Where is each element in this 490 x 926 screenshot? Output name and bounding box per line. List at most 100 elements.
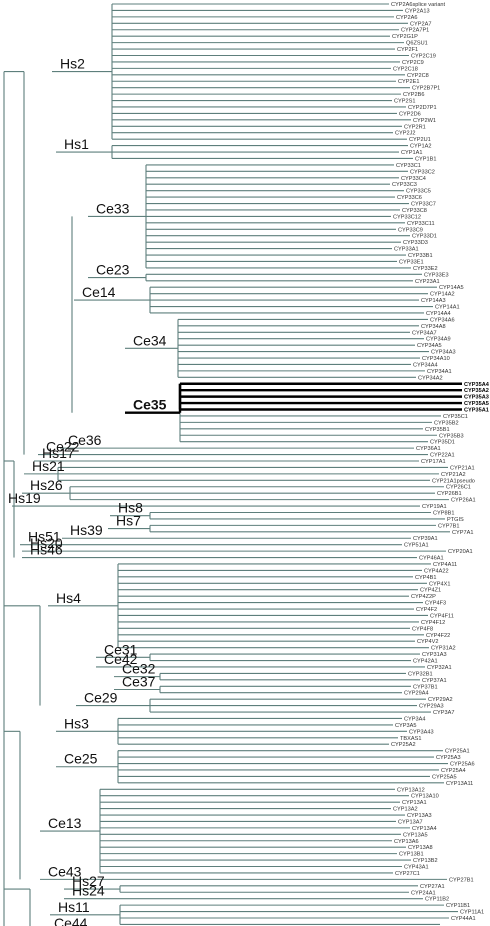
leaf-label: CYP51A1 — [404, 543, 429, 549]
leaf-label: CYP2U1 — [409, 137, 431, 143]
leaf-label: CYP33D3 — [403, 240, 428, 246]
leaf-label: CYP4F12 — [421, 620, 445, 626]
leaf-label: CYP11B1 — [446, 903, 470, 909]
leaf-label: CYP26A1 — [451, 498, 476, 504]
leaf-label: CYP33E2 — [413, 266, 438, 272]
leaf-label: CYP33C3 — [392, 182, 417, 188]
leaf-label: CYP2A7 — [410, 21, 431, 27]
leaf-label: CYP39A1 — [413, 536, 438, 542]
leaf-label: CYP13A2 — [393, 807, 418, 813]
clade-label: Ce37 — [122, 674, 156, 690]
leaf-label: CYP3A7 — [433, 710, 454, 716]
leaf-label: CYP13A1 — [402, 800, 427, 806]
leaf-label: CYP4F8 — [412, 626, 433, 632]
leaf-label: CYP2R1 — [404, 124, 426, 130]
leaf-label: CYP27B1 — [449, 877, 474, 883]
leaf-label: CYP35A2 — [464, 388, 489, 394]
clade-label: Hs4 — [56, 590, 81, 606]
clade-label: Ce44 — [54, 915, 88, 926]
leaf-label: CYP31A3 — [422, 652, 447, 658]
leaf-label: CYP2J2 — [395, 131, 416, 137]
leaf-label: CYP34A7 — [412, 330, 437, 336]
leaf-label: CYP4V2 — [417, 639, 438, 645]
leaf-label: CYP13A4 — [412, 826, 437, 832]
leaf-label: CYP33C1 — [396, 163, 421, 169]
leaf-label: CYP4X1 — [429, 581, 450, 587]
clade-label: Ce43 — [48, 863, 82, 879]
leaf-label: CYP4A11 — [433, 562, 457, 568]
leaf-label: CYP4Z1 — [420, 588, 441, 594]
leaf-label: CYP35A1 — [464, 408, 489, 414]
leaf-label: CYP35A4 — [464, 382, 490, 388]
leaf-label: CYP2E1 — [398, 79, 419, 85]
clade-label: Hs3 — [64, 715, 89, 731]
clade-label: Hs17 — [42, 445, 75, 461]
leaf-label: CYP1A2 — [410, 144, 431, 150]
leaf-label: CYP2B7P1 — [412, 86, 440, 92]
leaf-label: CYP35B2 — [434, 420, 459, 426]
clade-label: Hs2 — [60, 56, 85, 72]
leaf-label: CYP2G1P — [392, 34, 418, 40]
leaf-label: CYP34A5 — [417, 343, 442, 349]
clade-label: Ce33 — [96, 200, 130, 216]
leaf-label: CYP33C2 — [410, 169, 435, 175]
leaf-label: CYP37A1 — [422, 678, 447, 684]
clade-label: Hs20 — [30, 535, 63, 551]
leaf-label: CYP34A10 — [422, 356, 450, 362]
tree-branches — [3, 3, 462, 926]
clade-label: Ce23 — [96, 262, 130, 278]
leaf-label: CYP32B1 — [408, 671, 433, 677]
leaf-label: CYP14A5 — [439, 285, 464, 291]
leaf-label: CYP27C1 — [395, 871, 420, 877]
leaf-label: CYP25A4 — [441, 768, 466, 774]
clade-label: Hs51 — [28, 529, 61, 545]
clade-label: Hs39 — [70, 522, 103, 538]
clade-label: Ce35 — [133, 397, 167, 413]
leaf-label: CYP2F1 — [397, 47, 418, 53]
leaf-label: CYP25A1 — [445, 749, 470, 755]
clade-label: Hs7 — [116, 513, 141, 529]
leaf-label: CYP2A6 — [396, 15, 417, 21]
leaf-label: CYP8B1 — [433, 510, 454, 516]
leaf-label: CYP21A1 — [450, 465, 475, 471]
leaf-label: CYP33B1 — [408, 253, 433, 259]
leaf-label: CYP25A2 — [391, 742, 416, 748]
leaf-label: CYP14A3 — [421, 298, 446, 304]
leaf-label: CYP35D1 — [430, 440, 455, 446]
clade-label: Hs24 — [72, 883, 105, 899]
leaf-label: CYP4F2 — [416, 607, 437, 613]
leaf-label: CYP4Z2P — [411, 594, 436, 600]
leaf-label: CYP29A4 — [404, 691, 429, 697]
leaf-label: CYP21A1pseudo — [432, 478, 475, 484]
leaf-label: CYP19A1 — [422, 504, 447, 510]
leaf-label: CYP1B1 — [415, 156, 436, 162]
leaf-label: CYP2C18 — [393, 66, 418, 72]
leaf-label: Q6ZSU1 — [406, 41, 428, 47]
leaf-label: CYP7B1 — [438, 523, 459, 529]
clade-labels: Hs2Hs1Ce33Ce23Ce14Ce34Ce35Ce36Ce22Hs17Hs… — [8, 56, 167, 926]
leaf-label: CYP33C7 — [411, 202, 436, 208]
leaf-label: CYP32A1 — [427, 665, 452, 671]
clade-label: Hs8 — [118, 500, 143, 516]
leaf-label: CYP33A1 — [394, 247, 419, 253]
leaf-label: CYP13A12 — [397, 787, 425, 793]
leaf-label: CYP14A1 — [435, 305, 460, 311]
leaf-label: CYP2D7P1 — [408, 105, 437, 111]
leaf-label: CYP21A2 — [441, 472, 466, 478]
leaf-labels: CYP2A6splice variantCYP2A13CYP2A6CYP2A7C… — [391, 2, 490, 922]
leaf-label: CYP4F11 — [430, 613, 454, 619]
leaf-label: CYP27A1 — [420, 884, 445, 890]
clade-label: Ce13 — [48, 815, 82, 831]
leaf-label: CYP25A3 — [436, 755, 461, 761]
leaf-label: CYP35B3 — [439, 433, 464, 439]
leaf-label: CYP29A2 — [428, 697, 453, 703]
leaf-label: CYP4B1 — [415, 575, 436, 581]
clade-label: Ce29 — [84, 690, 118, 706]
leaf-label: CYP31A2 — [431, 646, 456, 652]
leaf-label: CYP34A4 — [413, 362, 438, 368]
leaf-label: CYP14A4 — [426, 311, 451, 317]
leaf-label: CYP24A1 — [411, 890, 436, 896]
leaf-label: CYP26B1 — [437, 491, 462, 497]
clade-label: Hs11 — [58, 899, 90, 915]
